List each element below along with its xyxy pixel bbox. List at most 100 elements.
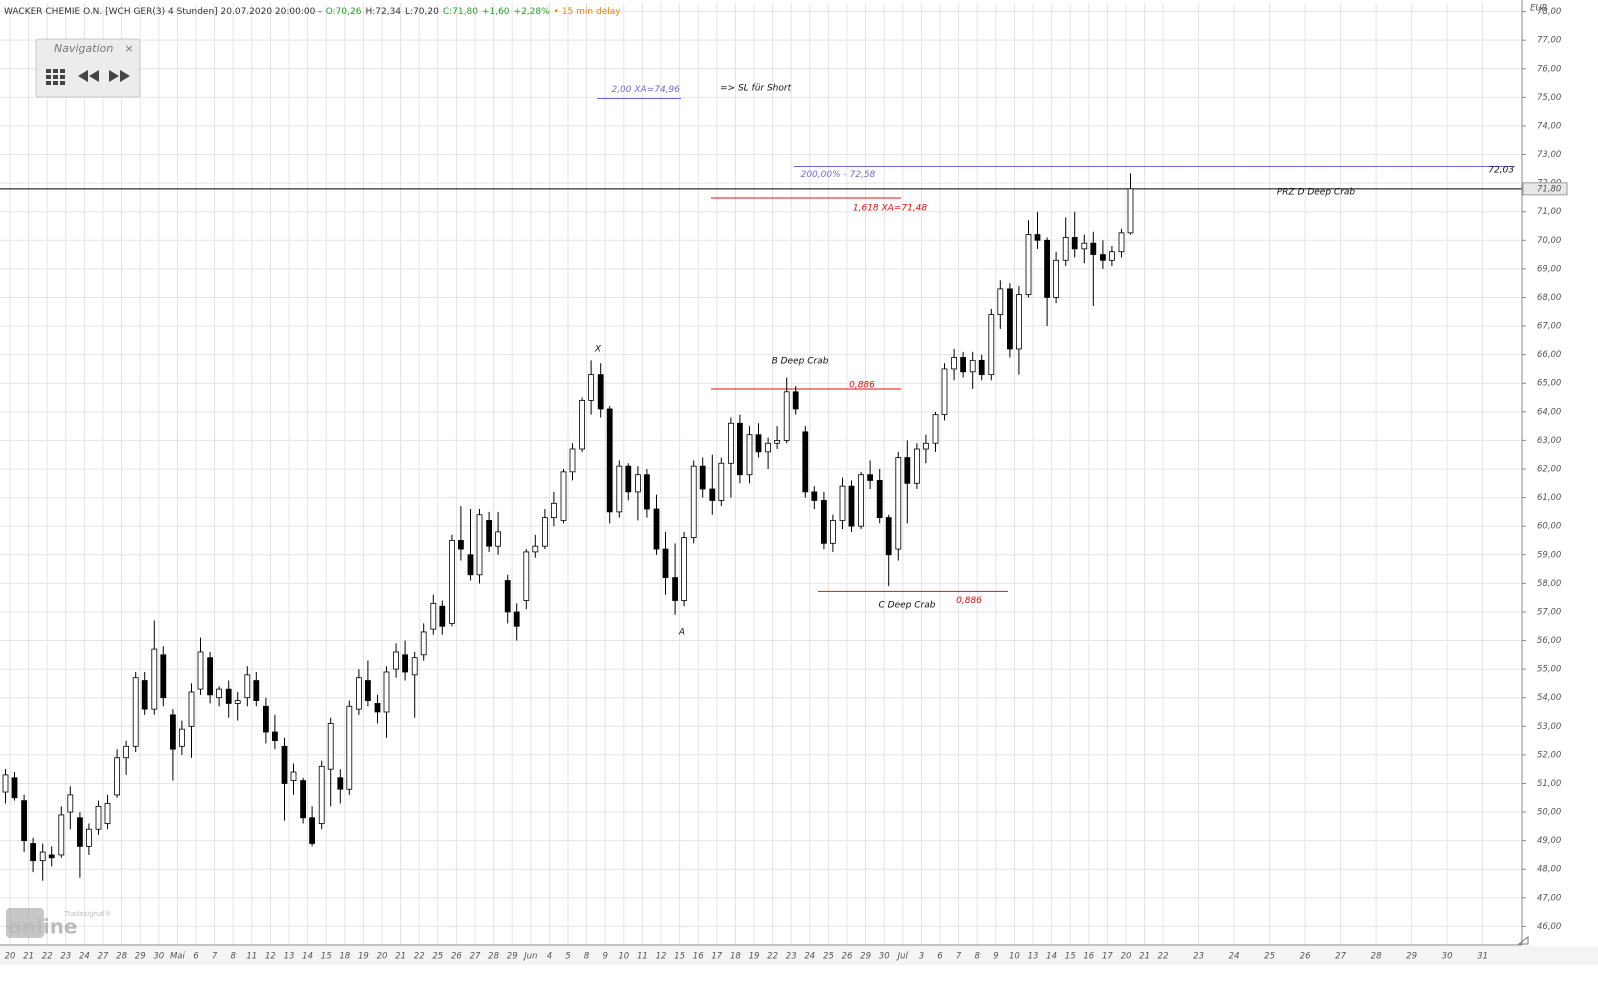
candle-body [225,688,232,704]
logo: Tradesignal® online [6,908,111,939]
y-tick-label: 76,00 [1537,64,1561,74]
candle-body [662,548,669,579]
x-tick-label: 11 [637,952,648,962]
x-tick-label: 10 [618,952,629,962]
candle-body [207,657,214,696]
candle-body [1081,242,1088,250]
candle-body [271,731,278,741]
candle-body [830,520,836,544]
x-tick-label: 14 [1046,952,1057,962]
y-tick-label: 58,00 [1537,579,1561,589]
x-tick-label: 27 [1335,952,1346,962]
candle-body [858,474,864,527]
candle-body [718,462,725,501]
candle-body [914,448,920,484]
resize-corner [1517,935,1529,945]
level-label: 0,886 [849,380,875,390]
grid-button[interactable] [46,69,65,85]
navigation-close[interactable]: × [124,42,133,55]
x-tick-label: 27 [98,952,109,962]
candle-body [476,514,483,576]
x-tick-label: 6 [937,952,943,962]
candle-body [969,359,976,373]
candle-body [104,803,111,824]
candle-body [244,674,251,699]
candle-body [430,602,437,630]
chart-header: WACKER CHEMIE O.N. [WCH GER(3) 4 Stunden… [4,7,621,17]
candle-body [123,745,129,759]
candle-body [821,500,827,544]
candle-body [67,794,74,813]
header-part: O:70,26 [326,7,362,17]
candle-body [151,648,158,710]
header-part: • 15 min delay [554,7,622,17]
x-tick-label: 25 [823,952,834,962]
x-tick-label: 15 [321,952,332,962]
candle-body [1118,232,1125,253]
x-tick-label: 10 [1009,952,1020,962]
candle-body [737,422,743,476]
level-label: 2,00 XA=74,96 [611,85,680,95]
candle-body [262,705,269,733]
y-tick-label: 57,00 [1537,607,1561,617]
x-tick-label: 5 [565,952,570,962]
y-tick-label: 62,00 [1537,464,1561,474]
candle-body [960,357,966,373]
x-tick-label: 16 [1083,952,1094,962]
candle-body [411,657,418,676]
x-tick-label: 18 [730,952,741,962]
candle-body [699,465,706,490]
y-tick-label: 49,00 [1537,836,1561,846]
candle-body [281,745,288,784]
x-tick-label: 26 [1300,952,1311,962]
candle-body [30,843,37,862]
candle-body [216,688,223,699]
candle-body [141,680,148,710]
candle-body [895,457,902,550]
candle-body [337,777,344,790]
x-tick-label: 13 [1028,952,1039,962]
back-button[interactable] [78,70,99,82]
candles [0,173,1522,881]
candle-body [867,474,873,481]
logo-name: online [8,915,78,939]
candle-body [197,651,204,690]
candle-body [597,374,604,410]
candle-body [848,485,855,527]
x-tick-label: Mai [170,952,186,962]
y-unit: EUR [1530,4,1548,14]
candle-body [58,814,65,856]
header-part: L:70,20 [405,7,439,17]
candle-body [178,728,185,747]
candle-body [560,471,567,521]
candle-body [467,554,474,576]
candle-body [114,757,120,796]
x-tick-label: 7 [212,952,218,962]
forward-button[interactable] [109,70,130,82]
candle-body [169,714,176,750]
x-tick-label: 18 [339,952,350,962]
x-tick-label: 24 [79,952,90,962]
x-tick-label: 9 [602,952,607,962]
x-tick-label: Jun [522,952,537,962]
candle-body [1044,239,1050,298]
y-tick-label: 75,00 [1537,93,1561,103]
candle-body [39,851,46,862]
y-tick-label: 68,00 [1537,293,1561,303]
candle-body [77,817,83,847]
candle-body [616,465,623,513]
x-tick-label: 28 [1371,952,1382,962]
x-tick-label: 28 [488,952,499,962]
candle-body [495,531,502,547]
header-part: +2,28% [514,7,551,17]
x-tick-label: 21 [395,952,406,962]
x-tick-label: 20 [377,952,388,962]
x-tick-label: 13 [284,952,295,962]
level-label: 0,886 [956,596,982,606]
candle-body [941,368,948,416]
candle-body [374,703,381,713]
candle-body [290,771,297,782]
x-tick-label: 8 [230,952,236,962]
y-tick-label: 48,00 [1537,865,1561,875]
